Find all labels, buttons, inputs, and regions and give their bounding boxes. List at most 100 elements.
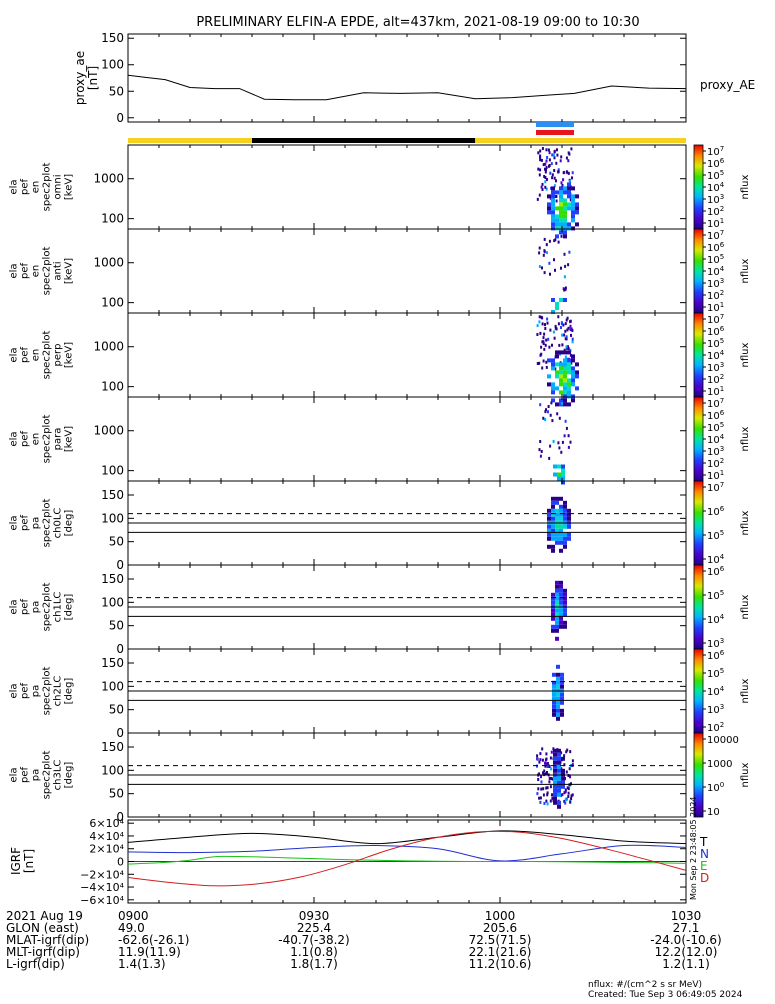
flux-cell [547,508,551,513]
flux-cell [575,210,579,215]
colorbar-tick-label: 106 [707,505,725,518]
flux-cell [551,616,555,621]
flux-speckle [565,750,568,754]
xaxis-row-value: 225.4 [297,921,331,935]
flux-cell [551,202,555,207]
flux-cell [559,580,563,585]
igrf-ylabel: IGRF[nT] [9,847,36,875]
y-tick-label: 2×10⁴ [89,843,124,856]
flux-cell [561,768,565,773]
flux-speckle [545,178,548,181]
colorbar-tick-label: 104 [707,613,725,626]
colorbar-tick-label: 101 [707,217,724,230]
y-tick-label: 1000 [93,256,124,270]
colorbar-tick-label: 10000 [707,735,739,746]
flux-cell [551,210,555,215]
colorbar-tick-label: 105 [707,169,724,182]
flux-speckle [542,416,545,420]
flux-cell [555,584,559,589]
energy-panel-frame [127,144,687,230]
flux-cell [563,210,567,215]
flux-cell [555,306,559,310]
colorbar-label: nflux [740,594,751,619]
flux-cell [555,608,559,613]
flux-cell [563,206,567,211]
flux-speckle [544,323,546,327]
flux-cell [567,378,571,383]
flux-cell [552,708,556,713]
blue-bar [536,122,574,127]
proxy-ae-line [127,74,687,101]
flux-speckle [544,761,546,765]
flux-cell [547,532,551,537]
flux-cell [567,190,571,195]
flux-cell [561,784,565,789]
label-line: spec2plot [42,751,53,800]
flux-cell [547,358,551,363]
colorbar-tick-label: 105 [707,253,724,266]
igrf-legend-E: E [700,859,708,873]
colorbar-tick-label: 105 [707,667,724,680]
y-tick-label: 100 [101,296,124,310]
colorbar-tick-label: 10 [707,807,720,818]
pa-colorbar [693,732,704,818]
black-bar [252,138,476,143]
flux-speckle [536,792,539,796]
flux-speckle [541,366,544,370]
y-tick-label: 50 [109,703,124,717]
flux-cell [567,358,571,363]
colorbar-tick-label: 107 [707,229,724,242]
flux-cell [559,612,563,617]
flux-cell [571,198,575,203]
flux-cell [551,218,555,223]
flux-cell [559,608,563,613]
colorbar-tick-label: 104 [707,181,725,194]
flux-cell [555,612,559,617]
flux-speckle [560,751,563,755]
flux-speckle [565,337,568,341]
flux-cell [567,390,571,395]
flux-cell [563,508,567,513]
flux-speckle [539,758,542,762]
flux-cell [552,684,556,689]
label-line: ela [9,683,20,698]
y-tick-label: 0 [116,726,124,740]
flux-cell [571,194,575,199]
flux-cell [551,528,555,533]
flux-speckle [546,251,548,255]
flux-cell [563,612,567,617]
label-line: ela [9,263,20,278]
y-tick-label: −6×10⁴ [80,894,124,907]
flux-cell [567,386,571,391]
flux-cell [563,398,567,403]
flux-cell [547,374,551,379]
flux-speckle [551,793,553,797]
flux-speckle [546,793,549,797]
flux-cell [556,696,560,701]
flux-speckle [538,448,541,452]
xaxis-row-label: L-igrf(dip) [6,957,65,971]
flux-speckle [569,198,572,202]
energy-panel-2: 1001000elapefenspec2plotperp[keV]1011021… [9,312,751,407]
flux-cell [557,756,561,761]
label-line: [deg] [64,594,75,621]
pa-panel-1: 0 50 100 150 elapefpaspec2plotch1LC[deg] 103 1… [9,564,751,656]
flux-speckle [546,771,548,774]
flux-speckle [561,343,564,347]
colorbar-tick-label: 106 [707,157,725,170]
flux-cell [559,198,563,203]
flux-cell [555,508,559,513]
flux-speckle [549,197,552,201]
yellow-bar-right [475,138,686,143]
flux-speckle [565,335,568,339]
flux-cell [571,210,575,215]
colorbar-label: nflux [740,258,751,283]
flux-cell [557,792,561,797]
flux-speckle [545,148,548,152]
pitch-angle-spectrogram-panels: 050100150elapefpaspec2plotch0LC[deg]1041… [9,480,751,824]
colorbar-tick-label: 101 [707,385,724,398]
flux-cell [557,804,561,809]
flux-cell [563,218,567,223]
flux-cell [571,206,575,211]
flux-speckle [539,440,542,443]
